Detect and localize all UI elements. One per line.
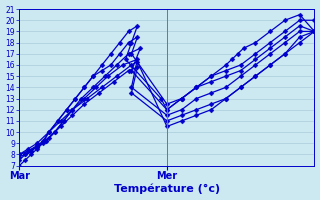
X-axis label: Température (°c): Température (°c) xyxy=(114,184,220,194)
